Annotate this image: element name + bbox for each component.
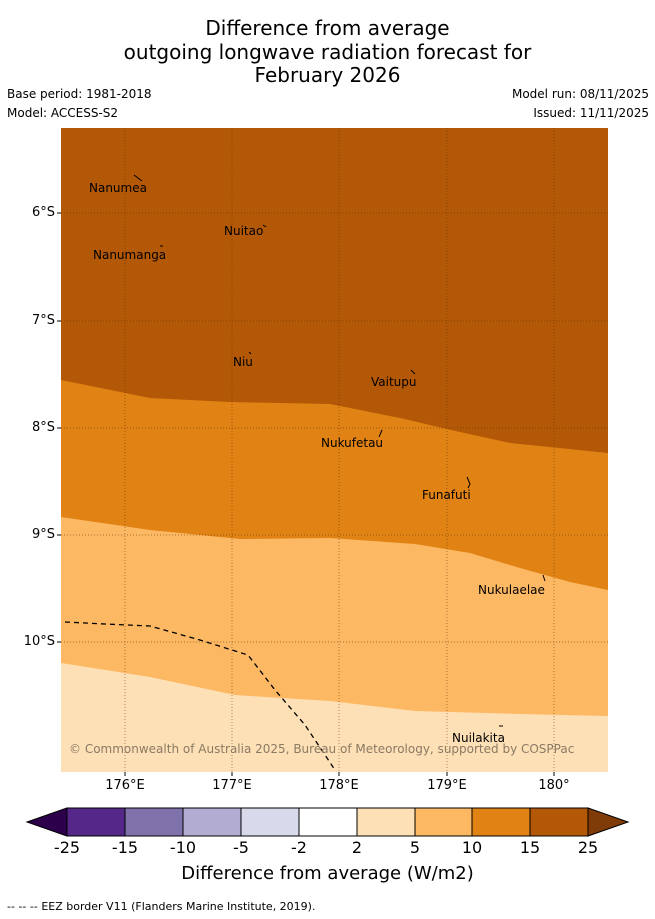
colorbar-tick: 25 [577, 838, 599, 857]
gridlines [61, 128, 608, 772]
anomaly-field [61, 128, 608, 772]
eez-legend-label: EEZ border V11 (Flanders Marine Institut… [41, 900, 316, 913]
lat-label-10s: 10°S [23, 634, 55, 649]
eez-legend-symbol: -- -- -- [7, 900, 38, 913]
lon-label-177e: 177°E [212, 778, 252, 793]
base-period-label: Base period: 1981-2018 [7, 87, 152, 101]
zone-2-to-5 [61, 663, 608, 772]
colorbar-tick: -2 [291, 838, 307, 857]
colorbar-bin [298, 807, 358, 837]
lon-label-179e: 179°E [427, 778, 467, 793]
issued-label: Issued: 11/11/2025 [533, 106, 649, 120]
place-label-nanumea: Nanumea [89, 181, 147, 195]
lon-label-178e: 178°E [319, 778, 359, 793]
eez-border-line [64, 621, 336, 771]
place-label-niu: Niu [233, 355, 253, 369]
colorbar-bin [240, 807, 300, 837]
colorbar-tick: -25 [53, 838, 81, 857]
lon-label-176e: 176°E [105, 778, 145, 793]
island-nukufetau [378, 429, 383, 438]
copyright-notice: © Commonwealth of Australia 2025, Bureau… [69, 742, 575, 756]
island-niu [248, 351, 252, 355]
colorbar-tick: 10 [461, 838, 483, 857]
colorbar-tick: 2 [351, 838, 363, 857]
colorbar-bin [124, 807, 184, 837]
title-line-1: Difference from average [205, 16, 450, 40]
place-label-nanumanga: Nanumanga [93, 248, 167, 262]
colorbar [25, 807, 630, 837]
colorbar-bin [356, 807, 416, 837]
place-label-nukulaelae: Nukulaelae [478, 583, 545, 597]
map-title: Difference from average outgoing longwav… [0, 16, 655, 88]
eez-legend: -- -- -- EEZ border V11 (Flanders Marine… [7, 900, 315, 913]
place-label-nukufetau: Nukufetau [321, 436, 384, 450]
title-line-2: outgoing longwave radiation forecast for [123, 39, 532, 64]
colorbar-tick: 5 [409, 838, 421, 857]
island-nuitao [262, 224, 267, 228]
island-outlines [133, 174, 546, 727]
place-label-nuilakita: Nuilakita [452, 731, 505, 745]
lat-label-6s: 6°S [31, 205, 55, 220]
lat-label-8s: 8°S [31, 420, 55, 435]
lon-label-180: 180° [538, 778, 570, 793]
place-label-nuitao: Nuitao [224, 224, 264, 238]
colorbar-bin [66, 807, 126, 837]
island-nukulaelae [542, 574, 546, 582]
colorbar-extend-low [25, 807, 68, 837]
title-line-3: February 2026 [254, 63, 401, 87]
island-vaitupu [410, 369, 416, 375]
colorbar-bin [471, 807, 531, 837]
colorbar-bin [529, 807, 589, 837]
model-label: Model: ACCESS-S2 [7, 106, 119, 120]
colorbar-tick: -5 [233, 838, 249, 857]
colorbar-bin [182, 807, 242, 837]
colorbar-extend-high [587, 807, 630, 837]
colorbar-bin [414, 807, 473, 837]
island-funafuti [466, 476, 471, 489]
lat-label-7s: 7°S [31, 313, 55, 328]
lat-label-9s: 9°S [31, 527, 55, 542]
place-label-funafuti: Funafuti [422, 488, 471, 502]
colorbar-tick: -10 [169, 838, 197, 857]
place-label-vaitupu: Vaitupu [371, 375, 417, 389]
colorbar-tick: -15 [111, 838, 139, 857]
model-run-label: Model run: 08/11/2025 [511, 87, 649, 101]
colorbar-title: Difference from average (W/m2) [181, 863, 474, 884]
colorbar-tick: 15 [519, 838, 541, 857]
island-nanumea [133, 174, 143, 182]
axis-ticks [57, 212, 555, 776]
